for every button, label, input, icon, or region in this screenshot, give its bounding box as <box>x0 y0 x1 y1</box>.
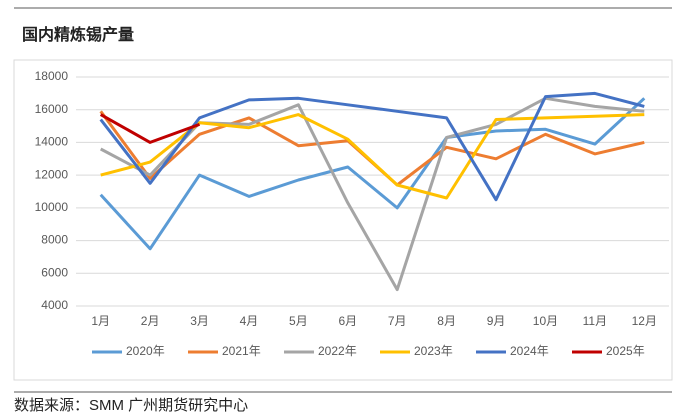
legend-label: 2025年 <box>606 344 645 358</box>
x-tick-label: 7月 <box>388 314 407 328</box>
y-tick-label: 4000 <box>41 298 68 312</box>
series-line <box>99 96 645 292</box>
y-tick-label: 16000 <box>35 102 69 116</box>
y-tick-label: 10000 <box>35 200 69 214</box>
x-tick-label: 9月 <box>487 314 506 328</box>
plot-frame <box>13 59 673 381</box>
x-tick-label: 11月 <box>583 314 607 328</box>
series-line <box>100 113 645 200</box>
y-tick-label: 12000 <box>35 167 69 181</box>
x-tick-label: 4月 <box>240 314 259 328</box>
legend-label: 2024年 <box>510 344 549 358</box>
y-tick-label: 14000 <box>35 135 69 149</box>
series-line <box>99 110 645 187</box>
legend-label: 2020年 <box>126 344 165 358</box>
source-note: 数据来源：SMM 广州期货研究中心 <box>14 397 248 414</box>
y-tick-label: 6000 <box>41 265 68 279</box>
x-tick-label: 10月 <box>533 314 558 328</box>
x-tick-label: 3月 <box>190 314 209 328</box>
chart-title: 国内精炼锡产量 <box>22 25 134 44</box>
x-tick-label: 12月 <box>632 314 657 328</box>
legend-label: 2022年 <box>318 344 357 358</box>
x-tick-label: 2月 <box>141 314 160 328</box>
y-tick-label: 8000 <box>41 233 68 247</box>
y-tick-label: 18000 <box>35 69 69 83</box>
x-tick-label: 6月 <box>338 314 357 328</box>
x-tick-label: 1月 <box>91 314 110 328</box>
legend-label: 2023年 <box>414 344 453 358</box>
legend-label: 2021年 <box>222 344 261 358</box>
x-tick-label: 5月 <box>289 314 308 328</box>
x-tick-label: 8月 <box>437 314 456 328</box>
series-line <box>99 113 201 144</box>
series-line <box>99 97 646 251</box>
